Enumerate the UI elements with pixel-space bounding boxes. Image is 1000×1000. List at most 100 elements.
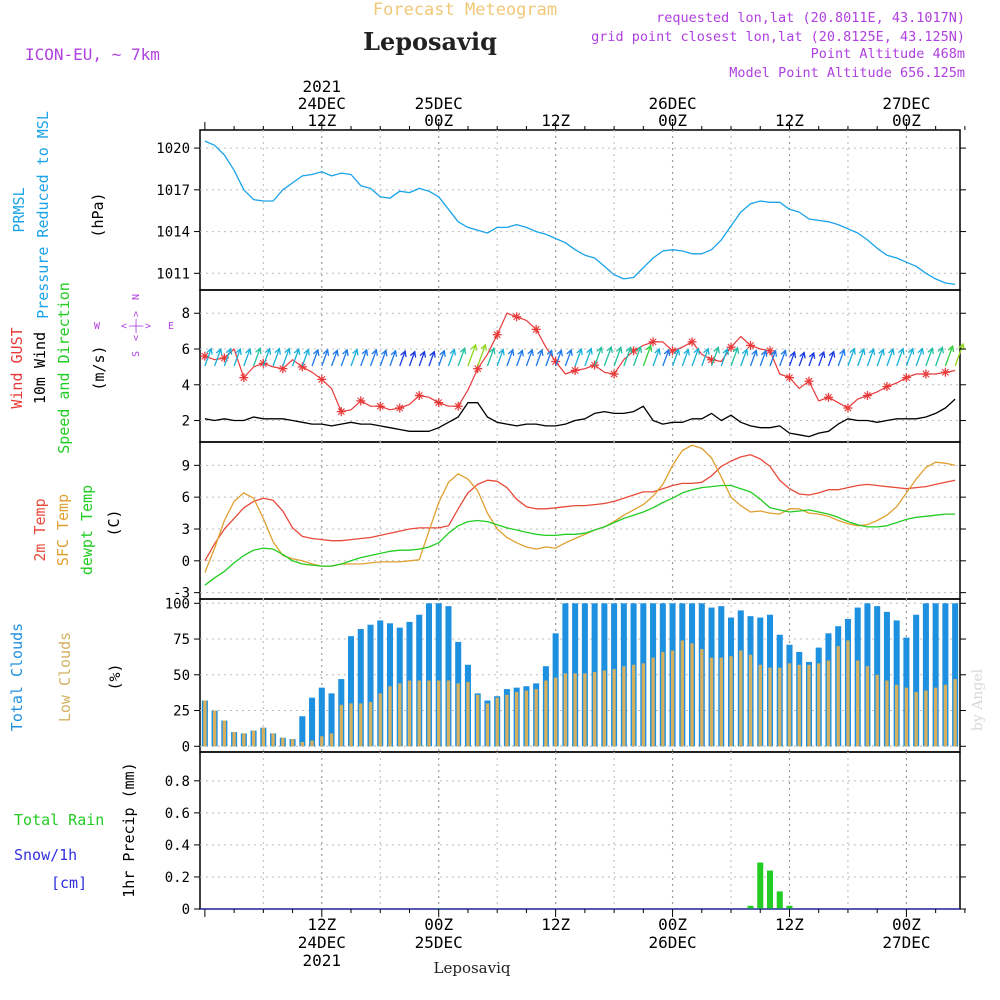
pressure-unit: (hPa) [89,192,107,237]
gust-marker-stroke [298,363,306,371]
y-tick-label: 0 [182,902,190,918]
gust-marker [512,312,522,322]
wind-arrow [330,350,338,367]
wind-arrow [467,344,477,367]
wind-arrow [818,351,825,367]
wind-arrow-head [255,346,262,355]
wind-arrow-head [400,349,407,358]
wind-arrow [808,352,815,367]
gust-marker [375,401,385,411]
total-cloud-bar [318,687,325,747]
y-tick-label: 0.2 [165,870,190,886]
low-cloud-bar [680,640,684,747]
top-time-label: 26DEC [648,94,696,113]
bottom-time-label: 00Z [892,915,921,934]
low-cloud-bar [553,677,558,747]
low-cloud-bar [515,691,519,747]
y-tick-label: 1011 [156,266,190,282]
wind-arrow-head [663,348,671,356]
gust-marker-stroke [532,325,540,333]
low-cloud-bar [807,664,811,747]
low-cloud-bar [378,693,382,747]
bottom-time-label: 25DEC [415,933,463,952]
wind-arrow-head [858,347,866,356]
requested-coords: requested lon,lat (20.8011E, 43.1017N) [656,10,965,26]
wind-arrow-head [459,346,467,355]
wind-arrow-head [713,346,720,354]
total-cloud-bar [913,614,920,747]
wind-arrow-head [703,347,710,355]
precip-panel-frame [199,751,961,910]
low-cloud-bar [388,686,392,747]
low-cloud-bar [427,680,431,747]
wind-arrow-head [645,344,653,352]
wind-arrow [896,348,904,367]
wind-arrow [925,348,933,367]
axis-ticks: 1011 1014 1017 1020 2 4 6 8 -3 0 3 6 9 0 25 50 75 100 0 0.2… [156,122,966,918]
wind-arrow-head [722,347,729,356]
low-cloud-bar [836,646,840,747]
total-cloud-bar [309,697,316,747]
wind-arrow-head [878,348,885,356]
wind-arrow [613,347,622,367]
total-cloud-bar [377,620,384,747]
low-cloud-bar [778,667,782,747]
wind10m-line [204,398,956,438]
low-cloud-bar [310,740,314,747]
low-cloud-bar [544,680,548,747]
low-cloud-bar [768,667,772,747]
low-cloud-bar [602,670,607,747]
gust-marker [239,373,249,383]
low-cloud-bar [817,663,821,747]
bottom-time-label: 26DEC [648,933,696,952]
low-cloud-bar [212,710,217,747]
low-cloud-bar [826,660,831,747]
gust-marker [531,324,541,334]
y-tick-label: 0.8 [165,774,190,790]
wind-arrow-head [770,349,778,357]
wind-arrow [311,349,319,367]
wind-arrow [652,348,660,367]
y-tick-label: 6 [182,490,190,506]
wind-arrow [915,348,924,367]
wind-arrow-head [799,351,806,359]
low-cloud-bar [933,687,938,747]
y-tick-label: 4 [182,378,190,394]
total-cloud-bar [386,623,394,747]
y-tick-label: -3 [173,586,190,602]
gust-marker-stroke [415,391,423,400]
temp-2m-label: 2m Temp [31,498,49,561]
gust-marker-stroke [376,402,384,410]
top-time-label: 2021 [303,77,342,96]
gust-marker [823,392,833,402]
rain-bar [747,905,754,909]
wind-arrow [759,350,767,367]
gust-marker-stroke [318,375,326,383]
wind-arrow-head [683,348,690,356]
low-cloud-bar [914,691,918,747]
wind-arrow [418,351,426,367]
low-cloud-bar [709,657,714,747]
compass-n: N [131,294,142,300]
wind-arrow [438,350,445,367]
total-cloud-bar [348,636,355,747]
wind-arrow [243,348,251,367]
wind-arrow [603,346,612,367]
gust-marker-stroke [610,370,618,378]
low-cloud-bar [641,663,645,747]
gust-marker-stroke [746,341,755,349]
wind-arrow [428,351,435,367]
low-cloud-bar [485,703,490,747]
low-cloud-bar [407,680,412,747]
top-time-label: 00Z [424,111,453,130]
compass-line-horizontal: <-|-> [121,321,151,332]
wind-arrow-head [498,348,505,356]
gust-marker [434,398,444,408]
wind-arrow-head [780,349,787,357]
y-tick-label: 0.6 [165,806,190,822]
prmsl-desc-label: Pressure Reduced to MSL [34,111,52,319]
wind-arrow-head [839,348,846,356]
wind-arrow [408,351,416,367]
wind-arrow-head [480,343,487,351]
